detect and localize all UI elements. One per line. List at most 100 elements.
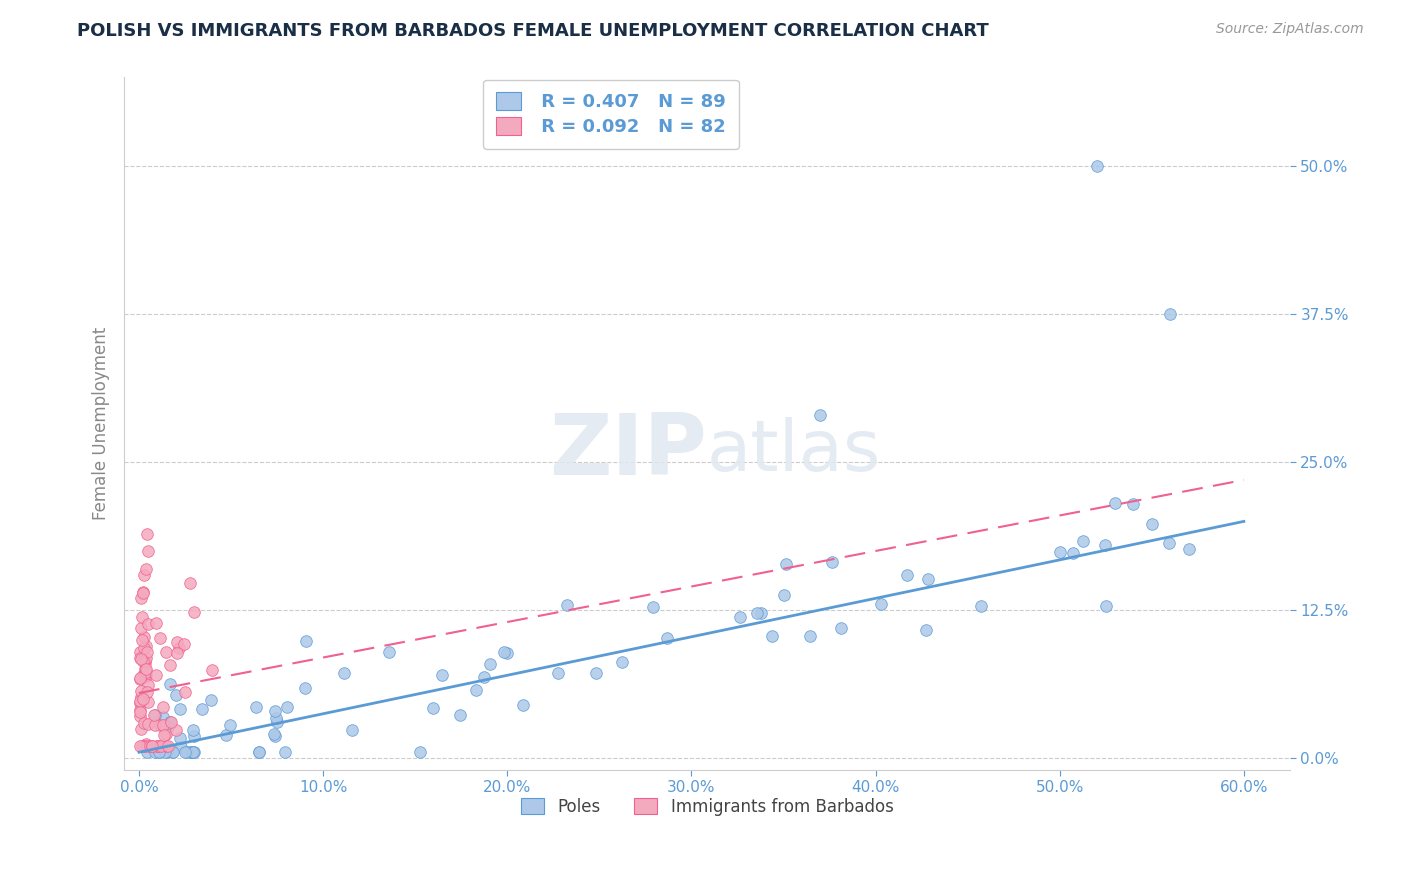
- Legend: Poles, Immigrants from Barbados: Poles, Immigrants from Barbados: [512, 789, 901, 824]
- Point: [141, 739, 163, 754]
- Point: [131, 632, 153, 647]
- Point: [128, 703, 150, 717]
- Point: [149, 717, 172, 731]
- Point: [174, 685, 197, 699]
- Point: [146, 739, 169, 754]
- Point: [1177, 541, 1199, 556]
- Point: [135, 665, 157, 680]
- Point: [264, 704, 287, 718]
- Point: [183, 745, 205, 759]
- Point: [152, 718, 174, 732]
- Point: [132, 586, 155, 600]
- Point: [143, 707, 166, 722]
- Point: [179, 576, 201, 591]
- Point: [136, 616, 159, 631]
- Point: [494, 645, 516, 659]
- Point: [263, 727, 285, 741]
- Point: [1104, 495, 1126, 509]
- Point: [181, 745, 204, 759]
- Point: [191, 701, 214, 715]
- Point: [641, 600, 664, 615]
- Point: [1140, 517, 1163, 532]
- Point: [1159, 307, 1181, 321]
- Point: [808, 408, 831, 422]
- Point: [585, 666, 607, 681]
- Point: [155, 645, 177, 659]
- Point: [152, 709, 174, 723]
- Point: [409, 745, 432, 759]
- Point: [165, 688, 187, 702]
- Point: [294, 633, 316, 648]
- Point: [135, 651, 157, 665]
- Point: [150, 739, 173, 754]
- Point: [131, 621, 153, 635]
- Point: [132, 654, 155, 668]
- Point: [1062, 546, 1084, 560]
- Point: [155, 745, 177, 759]
- Point: [183, 745, 205, 759]
- Point: [167, 641, 190, 656]
- Point: [132, 716, 155, 731]
- Point: [159, 677, 181, 691]
- Point: [294, 681, 316, 695]
- Point: [1095, 599, 1118, 613]
- Point: [152, 700, 174, 714]
- Point: [153, 728, 176, 742]
- Point: [166, 635, 188, 649]
- Point: [870, 597, 893, 611]
- Point: [143, 745, 166, 759]
- Y-axis label: Female Unemployment: Female Unemployment: [93, 327, 110, 520]
- Point: [479, 657, 502, 671]
- Point: [139, 739, 162, 754]
- Point: [149, 631, 172, 645]
- Point: [547, 665, 569, 680]
- Point: [655, 631, 678, 645]
- Point: [264, 730, 287, 744]
- Point: [136, 716, 159, 731]
- Point: [131, 651, 153, 665]
- Point: [129, 694, 152, 708]
- Point: [266, 715, 288, 730]
- Point: [136, 695, 159, 709]
- Point: [159, 714, 181, 729]
- Point: [215, 728, 238, 742]
- Point: [148, 745, 170, 759]
- Point: [145, 739, 167, 754]
- Text: POLISH VS IMMIGRANTS FROM BARBADOS FEMALE UNEMPLOYMENT CORRELATION CHART: POLISH VS IMMIGRANTS FROM BARBADOS FEMAL…: [77, 22, 988, 40]
- Point: [333, 665, 356, 680]
- Point: [136, 678, 159, 692]
- Point: [160, 714, 183, 729]
- Point: [129, 709, 152, 723]
- Point: [134, 662, 156, 676]
- Point: [136, 526, 159, 541]
- Point: [170, 740, 193, 755]
- Point: [131, 585, 153, 599]
- Point: [156, 720, 179, 734]
- Point: [1049, 545, 1071, 559]
- Point: [134, 653, 156, 667]
- Point: [129, 722, 152, 736]
- Point: [135, 562, 157, 576]
- Point: [247, 745, 270, 759]
- Point: [174, 745, 197, 759]
- Point: [173, 637, 195, 651]
- Point: [135, 645, 157, 659]
- Point: [970, 599, 993, 614]
- Point: [201, 664, 224, 678]
- Point: [159, 657, 181, 672]
- Point: [129, 690, 152, 704]
- Point: [134, 567, 156, 582]
- Point: [1157, 536, 1180, 550]
- Point: [276, 699, 298, 714]
- Point: [141, 739, 163, 754]
- Point: [128, 739, 150, 754]
- Point: [915, 623, 938, 637]
- Point: [129, 696, 152, 710]
- Point: [129, 673, 152, 687]
- Point: [180, 745, 202, 759]
- Point: [132, 668, 155, 682]
- Point: [156, 739, 179, 754]
- Point: [821, 556, 844, 570]
- Point: [162, 745, 184, 759]
- Point: [128, 650, 150, 665]
